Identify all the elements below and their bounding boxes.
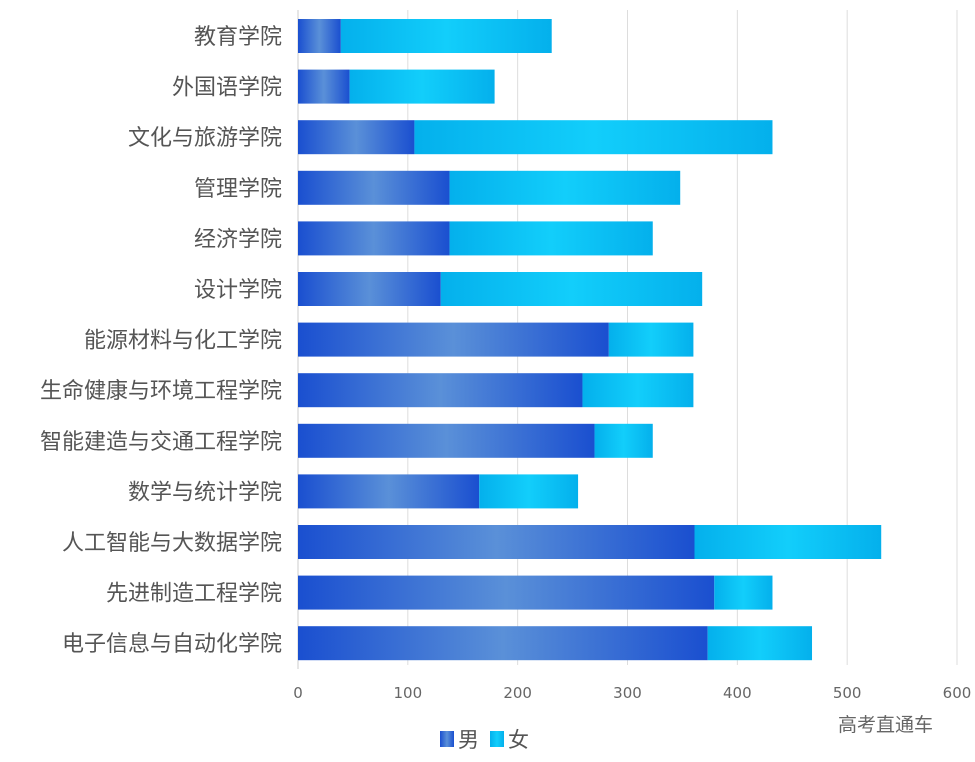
x-tick-label: 600 [943, 684, 972, 702]
category-label: 电子信息与自动化学院 [62, 632, 282, 657]
category-label: 先进制造工程学院 [106, 582, 282, 607]
bar-male [298, 221, 450, 256]
x-tick-label: 300 [613, 684, 642, 702]
legend-swatch [490, 731, 504, 747]
bar-male [298, 322, 609, 357]
bar-female [340, 19, 552, 53]
category-label: 外国语学院 [172, 76, 282, 101]
legend-label: 男 [458, 728, 479, 752]
category-label: 人工智能与大数据学院 [62, 531, 282, 556]
bar-female [449, 221, 653, 256]
bar-female [414, 120, 773, 155]
bar-female [582, 373, 694, 408]
category-label: 管理学院 [194, 177, 282, 202]
category-label: 能源材料与化工学院 [84, 329, 282, 354]
bar-male [298, 373, 583, 408]
x-tick-label: 200 [503, 684, 532, 702]
bar-female [479, 474, 579, 509]
x-tick-label: 400 [723, 684, 752, 702]
bar-male [298, 69, 350, 104]
bar-female [449, 170, 681, 205]
bar-female [694, 525, 882, 559]
legend-swatch [440, 731, 454, 747]
bar-female [714, 575, 773, 610]
bar-male [298, 474, 480, 509]
category-label: 设计学院 [194, 278, 282, 303]
bar-male [298, 626, 708, 661]
category-label: 数学与统计学院 [128, 480, 282, 505]
x-tick-label: 500 [833, 684, 862, 702]
bar-male [298, 575, 715, 610]
watermark: 高考直通车 [838, 714, 934, 736]
bar-male [298, 525, 695, 559]
category-label: 智能建造与交通工程学院 [40, 430, 282, 455]
category-label: 教育学院 [194, 25, 282, 50]
bar-male [298, 120, 415, 155]
legend-label: 女 [508, 728, 529, 752]
bar-male [298, 19, 341, 53]
category-label: 文化与旅游学院 [128, 126, 282, 151]
bar-female [440, 272, 703, 306]
bar-male [298, 423, 595, 458]
bar-female [707, 626, 813, 661]
bar-female [608, 322, 694, 357]
x-tick-label: 0 [293, 684, 303, 702]
category-label: 生命健康与环境工程学院 [40, 379, 282, 404]
bar-male [298, 272, 441, 306]
bar-male [298, 170, 450, 205]
category-label: 经济学院 [194, 227, 282, 252]
bar-female [349, 69, 495, 104]
x-tick-label: 100 [394, 684, 423, 702]
bar-female [594, 423, 653, 458]
